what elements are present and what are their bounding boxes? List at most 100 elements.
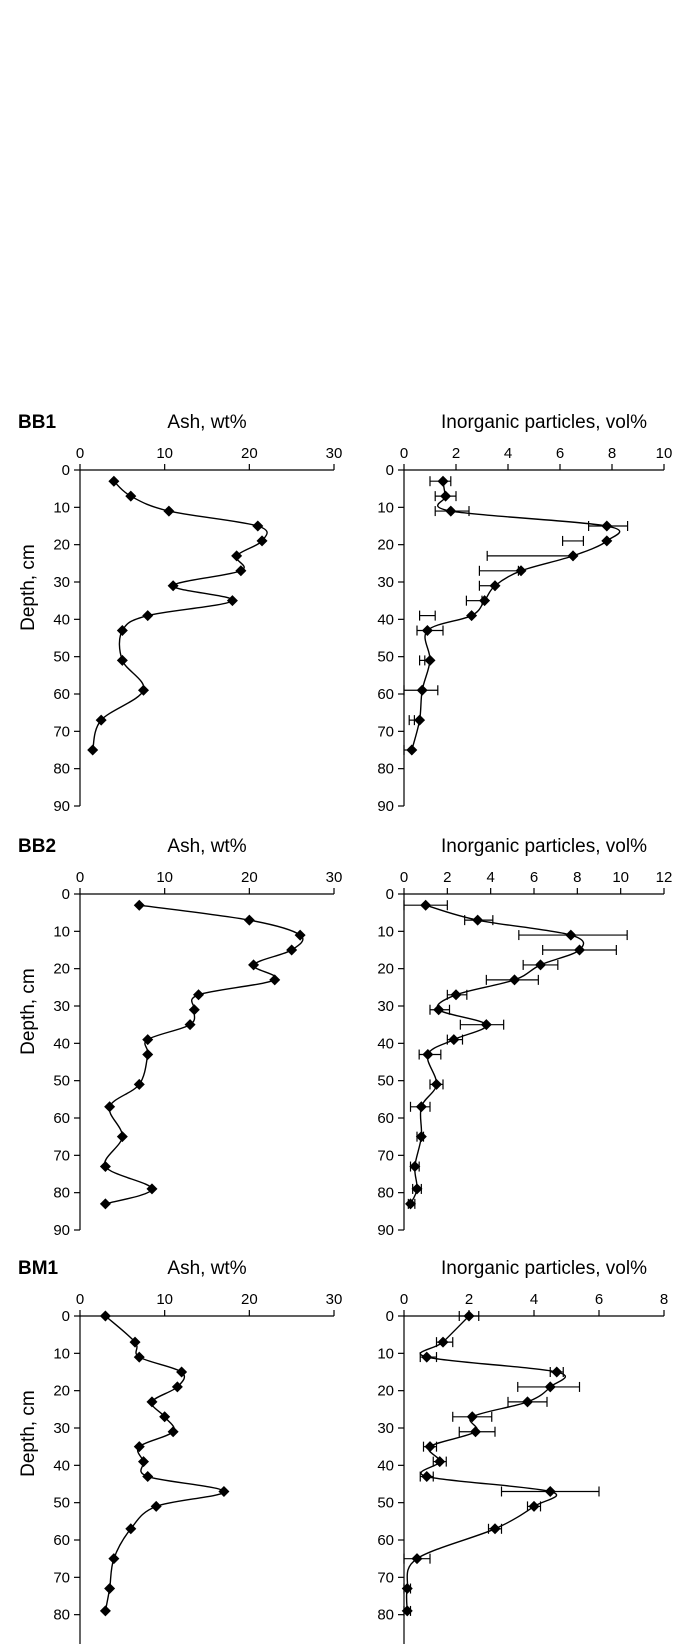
y-tick-label: 40 (377, 1035, 394, 1052)
y-tick-label: 70 (53, 1569, 70, 1586)
data-point (431, 1078, 442, 1090)
y-tick-label: 70 (377, 1569, 394, 1586)
y-tick-label: 40 (53, 611, 70, 628)
x-tick-label: 2 (465, 1291, 473, 1308)
data-point (401, 1583, 413, 1595)
data-point (252, 520, 264, 532)
data-point (409, 1161, 421, 1173)
data-point (99, 1198, 111, 1210)
y-tick-label: 20 (53, 1383, 70, 1400)
data-point (129, 1336, 141, 1348)
data-point (489, 580, 501, 592)
data-point (405, 1198, 416, 1210)
data-point (424, 1441, 436, 1453)
data-point (125, 490, 137, 502)
data-point (515, 565, 527, 577)
data-point (248, 959, 260, 971)
data-point (243, 914, 255, 926)
series-line (103, 904, 304, 1205)
y-tick-label: 70 (53, 1147, 70, 1164)
y-tick-label: 90 (377, 1222, 394, 1239)
data-point (235, 565, 247, 577)
data-point (167, 580, 179, 592)
x-tick-label: 12 (656, 869, 673, 886)
data-point (99, 1310, 111, 1322)
x-tick-label: 8 (660, 1291, 668, 1308)
data-point (116, 625, 128, 637)
data-point (420, 899, 432, 911)
data-point (551, 1366, 563, 1378)
data-point (437, 1336, 449, 1348)
panel-title: Ash, wt% (167, 836, 246, 857)
data-point (142, 1049, 154, 1061)
x-tick-label: 10 (656, 445, 673, 462)
data-point (601, 520, 613, 532)
site-label: BB2 (18, 836, 56, 857)
y-tick-label: 10 (53, 923, 70, 940)
y-tick-label: 80 (53, 1607, 70, 1624)
data-point (466, 1411, 478, 1423)
data-point (125, 1523, 137, 1535)
y-tick-label: 0 (62, 1308, 70, 1325)
y-tick-label: 80 (53, 1185, 70, 1202)
x-tick-label: 10 (156, 445, 173, 462)
y-tick-label: 30 (53, 574, 70, 591)
data-point (108, 475, 120, 487)
data-point (133, 1351, 145, 1363)
y-tick-label: 30 (53, 998, 70, 1015)
data-point (528, 1500, 540, 1512)
data-point (188, 1004, 200, 1016)
data-point (411, 1183, 423, 1195)
y-tick-label: 90 (377, 798, 394, 815)
error-bar (419, 655, 426, 666)
y-tick-label: 80 (377, 1185, 394, 1202)
data-point (218, 1485, 230, 1497)
data-point (286, 944, 298, 956)
y-tick-label: 20 (53, 537, 70, 554)
y-tick-label: 70 (377, 723, 394, 740)
data-point (171, 1381, 183, 1393)
data-point (411, 1553, 423, 1565)
x-tick-label: 0 (76, 869, 84, 886)
x-tick-label: 8 (573, 869, 581, 886)
y-tick-label: 0 (386, 886, 394, 903)
data-point (163, 505, 175, 517)
y-tick-label: 10 (377, 1345, 394, 1362)
panel-title: Ash, wt% (167, 1258, 246, 1279)
y-tick-label: 0 (386, 1308, 394, 1325)
x-tick-label: 0 (400, 445, 408, 462)
x-tick-label: 30 (326, 445, 343, 462)
data-point (416, 684, 428, 696)
data-point (116, 1131, 128, 1143)
data-point (138, 684, 149, 696)
y-tick-label: 40 (53, 1035, 70, 1052)
x-tick-label: 4 (486, 869, 494, 886)
data-point (138, 1456, 149, 1468)
data-point (415, 1131, 427, 1143)
data-point (150, 1500, 162, 1512)
x-tick-label: 4 (504, 445, 512, 462)
data-point (421, 625, 433, 637)
y-tick-label: 40 (53, 1457, 70, 1474)
site-label: BM1 (18, 1258, 59, 1279)
data-point (142, 610, 154, 622)
data-point (480, 1019, 492, 1031)
x-tick-label: 30 (326, 869, 343, 886)
data-point (472, 914, 484, 926)
data-point (193, 989, 205, 1001)
y-tick-label: 50 (53, 1495, 70, 1512)
data-point (437, 475, 449, 487)
x-tick-label: 4 (530, 1291, 538, 1308)
data-point (142, 1471, 154, 1483)
data-point (95, 714, 107, 726)
depth-axis-label: Depth, cm (18, 968, 39, 1055)
data-point (535, 959, 546, 971)
y-tick-label: 60 (377, 686, 394, 703)
x-tick-label: 0 (76, 1291, 84, 1308)
y-tick-label: 60 (53, 1532, 70, 1549)
x-tick-label: 20 (241, 1291, 258, 1308)
x-tick-label: 10 (156, 1291, 173, 1308)
data-point (440, 490, 452, 502)
data-point (104, 1583, 116, 1595)
